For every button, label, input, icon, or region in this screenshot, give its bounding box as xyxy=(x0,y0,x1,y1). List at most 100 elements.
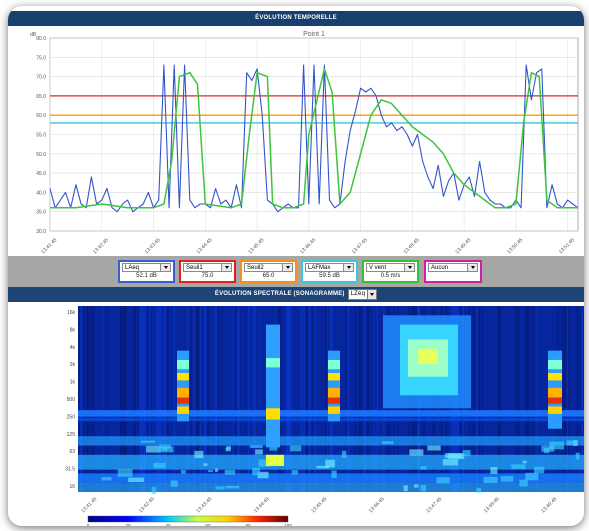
heatmap-column xyxy=(315,306,317,492)
heatmap-event xyxy=(328,372,340,381)
heatmap-column xyxy=(581,306,584,492)
heatmap-spot xyxy=(522,460,527,464)
heatmap-column xyxy=(259,306,261,492)
heatmap-column xyxy=(374,306,376,492)
heatmap-event xyxy=(266,358,280,368)
heatmap-spot xyxy=(483,476,498,483)
heatmap-column xyxy=(498,306,500,492)
heatmap-spot xyxy=(436,477,450,484)
legend-select[interactable]: LAFMax xyxy=(305,263,354,272)
heatmap-column xyxy=(481,306,483,492)
heatmap-column xyxy=(358,306,361,492)
heatmap-column xyxy=(202,306,204,492)
time-tick-label: 13:43:45 xyxy=(195,496,213,514)
colorbar-tick-label: 40 xyxy=(165,523,171,526)
x-tick-label: 13:50:45 xyxy=(506,237,524,255)
heatmap-event xyxy=(177,398,189,404)
heatmap-column xyxy=(147,306,149,492)
heatmap-spot xyxy=(291,470,299,475)
heatmap-column xyxy=(221,306,223,492)
weighting-select[interactable]: LZéq xyxy=(347,289,378,300)
chevron-down-icon[interactable] xyxy=(343,264,353,271)
heatmap-column xyxy=(197,306,201,492)
heatmap-column xyxy=(252,306,254,492)
heatmap-spot xyxy=(224,469,236,475)
heatmap-column xyxy=(121,306,123,492)
freq-tick-label: 16k xyxy=(67,310,76,316)
weighting-select-value: LZéq xyxy=(350,291,366,297)
heatmap-spot xyxy=(490,467,498,474)
heatmap-column xyxy=(525,306,528,492)
heatmap-spot xyxy=(525,472,539,481)
heatmap-column xyxy=(231,306,233,492)
heatmap-event xyxy=(328,398,340,404)
time-tick-label: 13:49:45 xyxy=(540,496,558,514)
y-tick-label: 80.0 xyxy=(36,36,46,42)
legend-select[interactable]: Seuil2 xyxy=(244,263,293,272)
time-tick-label: 13:41:45 xyxy=(80,496,98,514)
chevron-down-icon[interactable] xyxy=(367,290,377,299)
heatmap-column xyxy=(158,306,162,492)
heatmap-column xyxy=(247,306,250,492)
colorbar-tick-label: 80 xyxy=(245,523,251,526)
chevron-down-icon[interactable] xyxy=(160,264,170,271)
heatmap-band xyxy=(78,473,584,483)
legend-select-label: LAFMax xyxy=(308,265,331,271)
heatmap-spot xyxy=(575,452,580,460)
heatmap-column xyxy=(207,306,210,492)
legend-select[interactable]: Aucun xyxy=(428,263,478,272)
heatmap-column xyxy=(143,306,146,492)
heatmap-column xyxy=(237,306,240,492)
legend-select[interactable]: V vent xyxy=(366,263,415,272)
heatmap-column xyxy=(376,306,379,492)
x-tick-label: 13:49:45 xyxy=(454,237,472,255)
heatmap-spot xyxy=(500,476,514,482)
freq-tick-label: 1k xyxy=(70,380,76,386)
heatmap-spot xyxy=(549,441,565,450)
legend-select-label: Seuil1 xyxy=(186,265,203,271)
heatmap-band xyxy=(78,436,584,446)
heatmap-column xyxy=(245,306,246,492)
heatmap-column xyxy=(79,306,83,492)
heatmap-column xyxy=(104,306,106,492)
heatmap-broadband xyxy=(418,348,438,364)
heatmap-column xyxy=(87,306,89,492)
legend-select[interactable]: LAeq xyxy=(122,263,171,272)
legend-item-v-vent: V vent 0.5 m/s xyxy=(362,260,419,283)
heatmap-column xyxy=(286,306,289,492)
heatmap-column xyxy=(533,306,535,492)
heatmap-column xyxy=(135,306,137,492)
chevron-down-icon[interactable] xyxy=(467,264,477,271)
heatmap-spot xyxy=(159,446,174,453)
time-tick-label: 13:48:45 xyxy=(483,496,501,514)
heatmap-spot xyxy=(462,450,471,457)
y-tick-label: 55.0 xyxy=(36,133,46,139)
heatmap-spot xyxy=(413,484,419,488)
x-tick-label: 13:46:45 xyxy=(299,237,317,255)
chevron-down-icon[interactable] xyxy=(282,264,292,271)
legend-select-label: LAeq xyxy=(125,265,140,271)
colorbar-tick-label: 100 xyxy=(284,523,292,526)
legend-select[interactable]: Seuil1 xyxy=(183,263,232,272)
chevron-down-icon[interactable] xyxy=(404,264,414,271)
x-tick-label: 13:47:45 xyxy=(351,237,369,255)
spectral-section-header: ÉVOLUTION SPECTRALE (SONAGRAMME) LZéq xyxy=(8,287,584,302)
y-tick-label: 35.0 xyxy=(36,210,46,216)
heatmap-spot xyxy=(181,469,186,474)
heatmap-event xyxy=(328,387,340,398)
heatmap-column xyxy=(576,306,579,492)
legend-value: 52.1 dB xyxy=(136,273,157,279)
heatmap-spot xyxy=(101,477,112,481)
heatmap-spot xyxy=(420,466,427,470)
heatmap-spot xyxy=(290,445,302,452)
legend-select-label: Aucun xyxy=(431,265,449,271)
heatmap-column xyxy=(253,306,257,492)
heatmap-column xyxy=(156,306,159,492)
freq-tick-label: 2k xyxy=(70,362,76,368)
heatmap-column xyxy=(166,306,169,492)
colorbar-tick-label: 60 xyxy=(205,523,211,526)
chevron-down-icon[interactable] xyxy=(221,264,231,271)
time-tick-label: 13:45:45 xyxy=(310,496,328,514)
heatmap-column xyxy=(82,306,85,492)
